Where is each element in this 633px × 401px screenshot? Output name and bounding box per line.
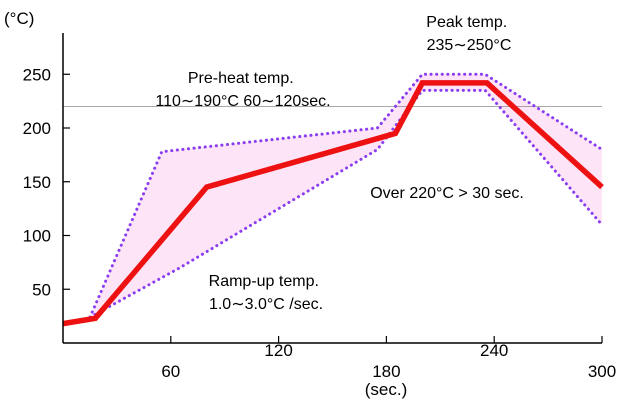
over-220-line-1: Over 220°C > 30 sec.	[370, 185, 524, 202]
y-tick-label: 150	[23, 173, 51, 192]
reflow-profile-line	[62, 80, 604, 327]
y-tick-label: 100	[23, 227, 51, 246]
x-tick-label: 60	[161, 362, 180, 381]
over-220-annotation: Over 220°C > 30 sec.	[370, 185, 524, 202]
x-tick-label: 180	[372, 362, 400, 381]
x-axis-label: (sec.)	[365, 380, 408, 399]
x-axis-ticks: 60 120 180 240 300	[161, 336, 616, 381]
y-tick-label: 200	[23, 119, 51, 138]
y-tick-label: 250	[23, 65, 51, 84]
tolerance-band	[90, 74, 602, 318]
x-tick-label: 300	[588, 362, 616, 381]
y-axis-label: (°C)	[4, 9, 34, 28]
x-tick-label: 120	[264, 341, 292, 360]
ramp-up-line-1: Ramp-up temp.	[209, 273, 319, 290]
preheat-line-2: 110∼190°C 60∼120sec.	[155, 93, 330, 110]
ramp-up-line-2: 1.0∼3.0°C /sec.	[209, 296, 323, 313]
peak-temp-annotation: Peak temp. 235∼250°C	[426, 14, 511, 54]
y-tick-label: 50	[32, 280, 51, 299]
preheat-annotation: Pre-heat temp. 110∼190°C 60∼120sec.	[155, 70, 330, 110]
peak-temp-line-1: Peak temp.	[426, 14, 507, 31]
y-axis-ticks: 50 100 150 200 250	[23, 65, 70, 299]
preheat-line-1: Pre-heat temp.	[188, 70, 294, 87]
upper-envelope-line	[88, 72, 604, 319]
ramp-up-annotation: Ramp-up temp. 1.0∼3.0°C /sec.	[209, 273, 324, 313]
x-tick-label: 240	[480, 341, 508, 360]
peak-temp-line-2: 235∼250°C	[427, 37, 512, 54]
